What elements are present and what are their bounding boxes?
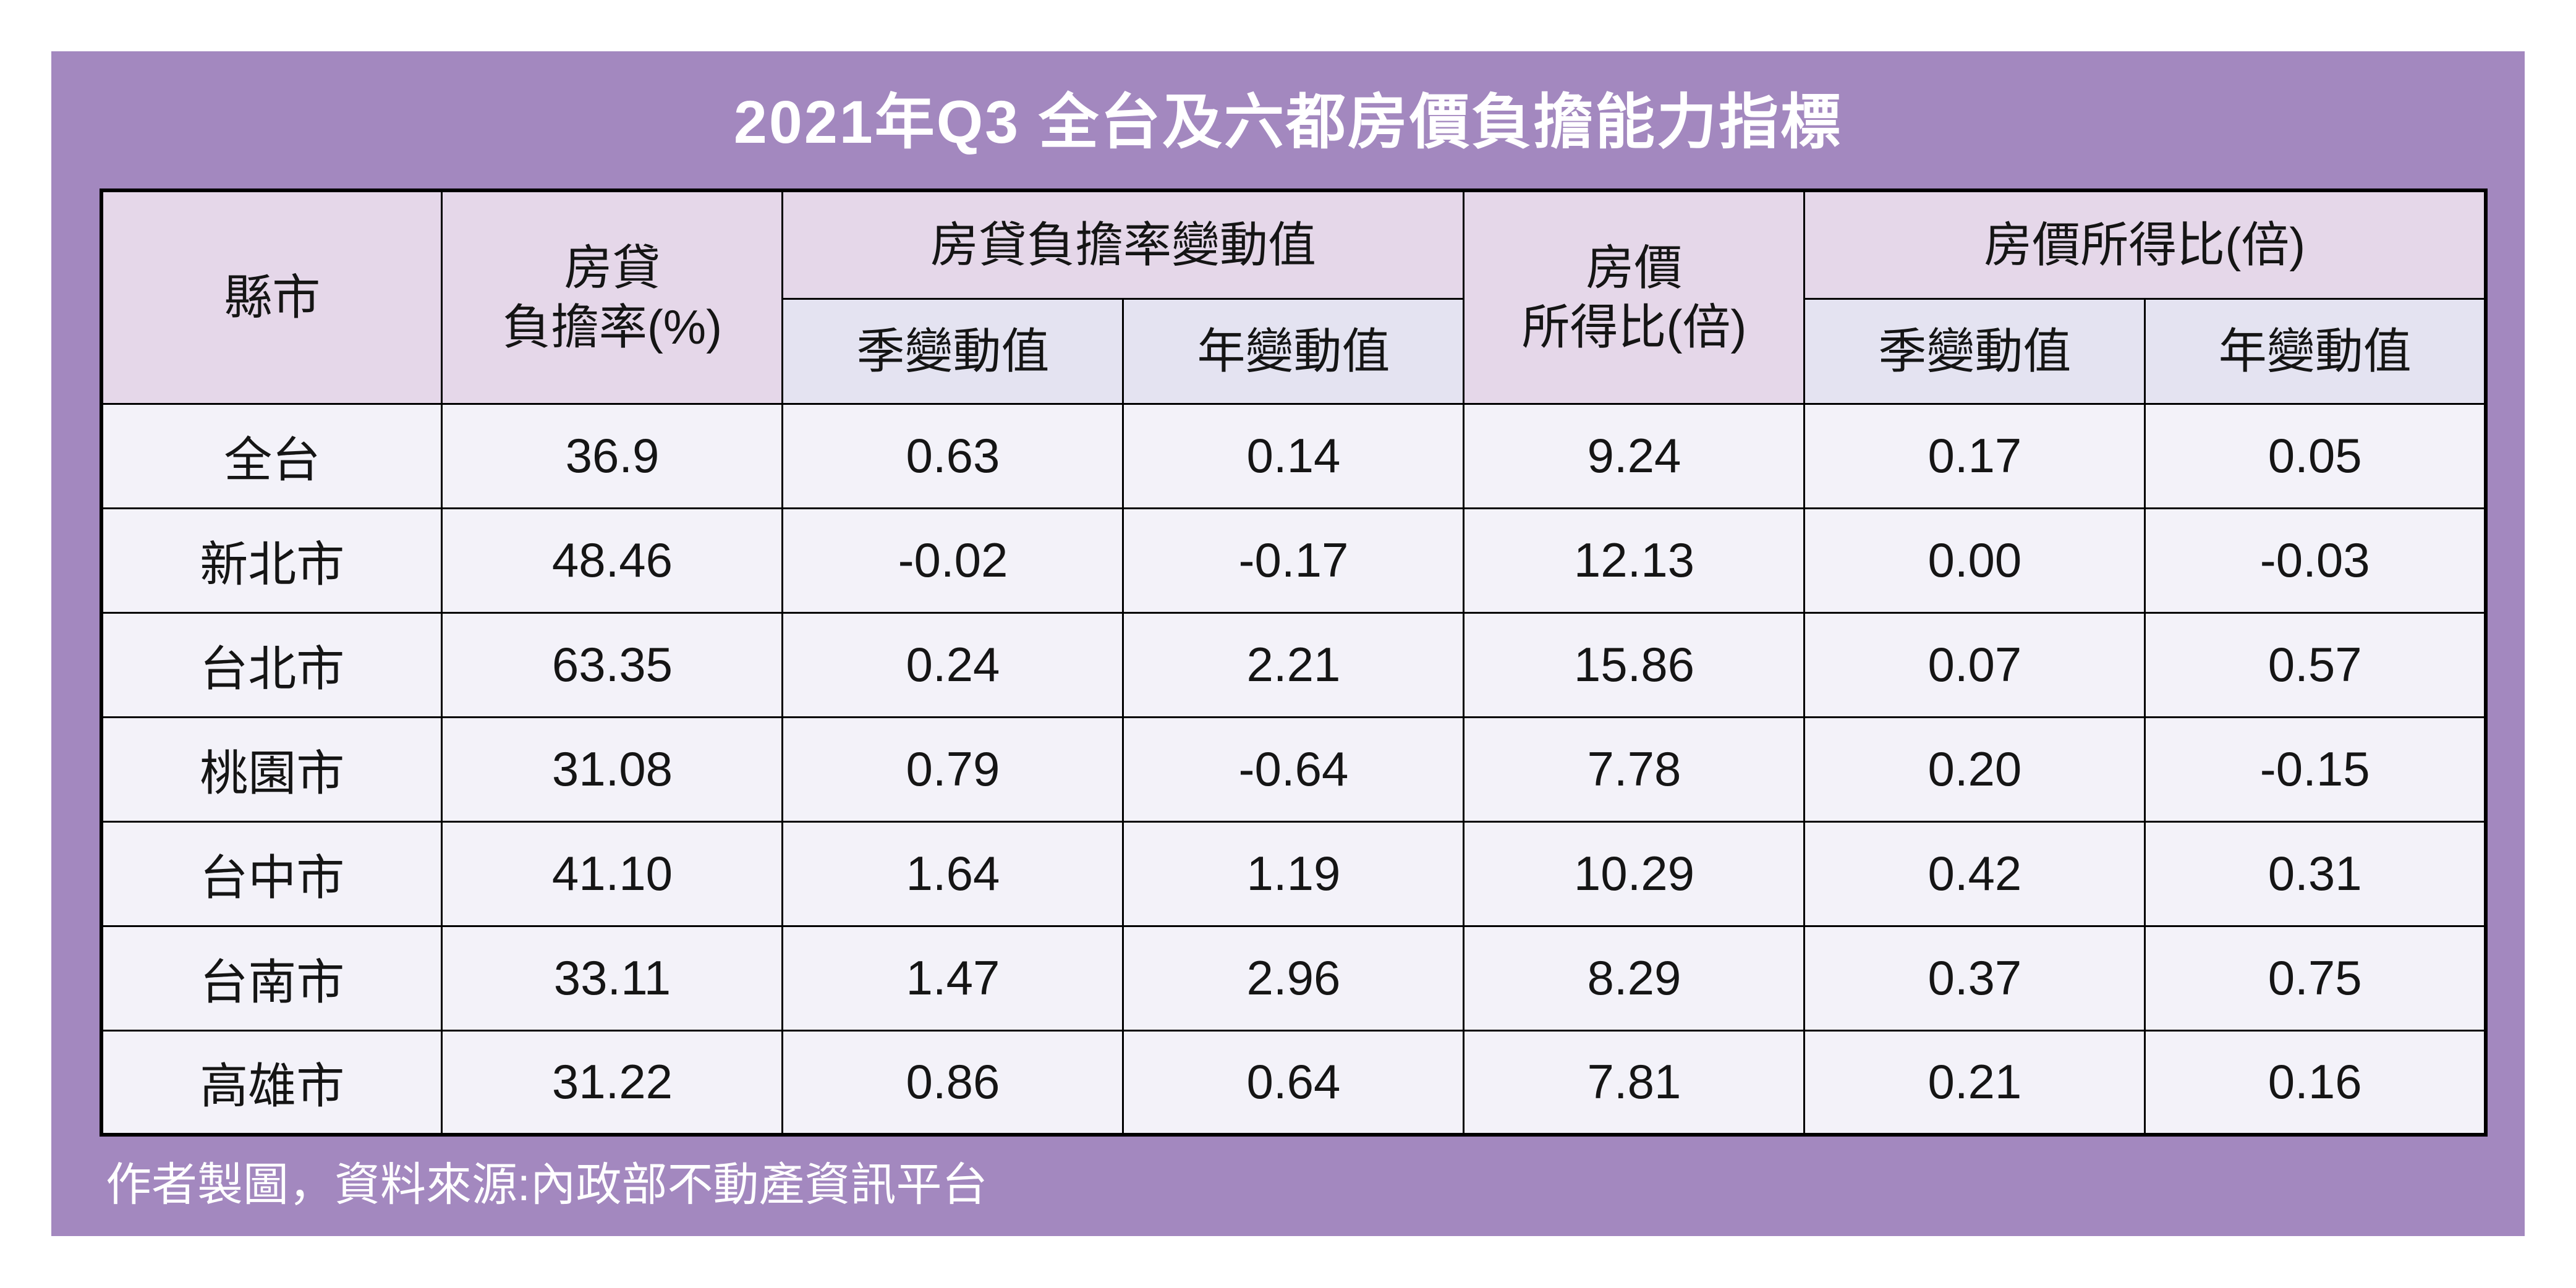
housing-affordability-table: 縣市 房貸 負擔率(%) 房貸負擔率變動值 房價 所得比(倍) 房價所得比(倍)… bbox=[100, 189, 2488, 1137]
ratio-year-change-cell: 0.75 bbox=[2144, 925, 2487, 1032]
ratio-year-change-cell: -0.15 bbox=[2144, 716, 2487, 823]
table-row-kaohsiung: 高雄市 31.22 0.86 0.64 7.81 0.21 0.16 bbox=[100, 1029, 2487, 1136]
ratio-year-change-cell: 0.31 bbox=[2144, 820, 2487, 927]
burden-quarter-change-cell: 0.24 bbox=[781, 611, 1124, 718]
infographic-frame: 2021年Q3 全台及六都房價負擔能力指標 縣市 房貸 負擔率(%) 房貸負擔率… bbox=[51, 51, 2525, 1236]
ratio-quarter-change-cell: 0.21 bbox=[1803, 1029, 2146, 1136]
burden-quarter-change-cell: 0.86 bbox=[781, 1029, 1124, 1136]
price-income-ratio-cell: 7.78 bbox=[1463, 716, 1806, 823]
source-note: 作者製圖，資料來源:內政部不動產資訊平台 bbox=[106, 1159, 988, 1210]
county-cell: 台中市 bbox=[100, 820, 443, 927]
ratio-quarter-change-cell: 0.37 bbox=[1803, 925, 2146, 1032]
col-subheader-loan-year-change: 年變動值 bbox=[1122, 297, 1465, 405]
burden-year-change-cell: 0.64 bbox=[1122, 1029, 1465, 1136]
price-income-ratio-cell: 7.81 bbox=[1463, 1029, 1806, 1136]
ratio-quarter-change-cell: 0.42 bbox=[1803, 820, 2146, 927]
ratio-quarter-change-cell: 0.00 bbox=[1803, 507, 2146, 614]
county-cell: 台南市 bbox=[100, 925, 443, 1032]
burden-rate-cell: 31.08 bbox=[441, 716, 784, 823]
price-income-ratio-cell: 8.29 bbox=[1463, 925, 1806, 1032]
table-row-tainan: 台南市 33.11 1.47 2.96 8.29 0.37 0.75 bbox=[100, 925, 2487, 1032]
price-income-ratio-cell: 10.29 bbox=[1463, 820, 1806, 927]
col-subheader-loan-quarter-change: 季變動值 bbox=[781, 297, 1124, 405]
price-income-ratio-cell: 15.86 bbox=[1463, 611, 1806, 718]
price-income-ratio-cell: 9.24 bbox=[1463, 402, 1806, 509]
burden-year-change-cell: 2.96 bbox=[1122, 925, 1465, 1032]
burden-rate-cell: 41.10 bbox=[441, 820, 784, 927]
table-row-taoyuan: 桃園市 31.08 0.79 -0.64 7.78 0.20 -0.15 bbox=[100, 716, 2487, 823]
burden-quarter-change-cell: 1.64 bbox=[781, 820, 1124, 927]
col-header-county: 縣市 bbox=[100, 189, 443, 405]
burden-rate-cell: 36.9 bbox=[441, 402, 784, 509]
col-subheader-ratio-year-change: 年變動值 bbox=[2144, 297, 2487, 405]
col-header-loan-burden: 房貸 負擔率(%) bbox=[441, 189, 784, 405]
col-subheader-ratio-quarter-change: 季變動值 bbox=[1803, 297, 2146, 405]
ratio-year-change-cell: 0.16 bbox=[2144, 1029, 2487, 1136]
col-header-price-income: 房價 所得比(倍) bbox=[1463, 189, 1806, 405]
county-cell: 全台 bbox=[100, 402, 443, 509]
table-row-taichung: 台中市 41.10 1.64 1.19 10.29 0.42 0.31 bbox=[100, 820, 2487, 927]
burden-year-change-cell: 0.14 bbox=[1122, 402, 1465, 509]
ratio-quarter-change-cell: 0.07 bbox=[1803, 611, 2146, 718]
ratio-year-change-cell: 0.05 bbox=[2144, 402, 2487, 509]
ratio-year-change-cell: 0.57 bbox=[2144, 611, 2487, 718]
burden-rate-cell: 31.22 bbox=[441, 1029, 784, 1136]
ratio-quarter-change-cell: 0.20 bbox=[1803, 716, 2146, 823]
table-row-new-taipei: 新北市 48.46 -0.02 -0.17 12.13 0.00 -0.03 bbox=[100, 507, 2487, 614]
county-cell: 桃園市 bbox=[100, 716, 443, 823]
col-header-loan-burden-line1: 房貸 bbox=[564, 240, 661, 295]
burden-quarter-change-cell: 1.47 bbox=[781, 925, 1124, 1032]
burden-year-change-cell: 2.21 bbox=[1122, 611, 1465, 718]
county-cell: 新北市 bbox=[100, 507, 443, 614]
burden-rate-cell: 33.11 bbox=[441, 925, 784, 1032]
burden-rate-cell: 63.35 bbox=[441, 611, 784, 718]
table-row-taipei: 台北市 63.35 0.24 2.21 15.86 0.07 0.57 bbox=[100, 611, 2487, 718]
price-income-ratio-cell: 12.13 bbox=[1463, 507, 1806, 614]
col-header-loan-burden-line2: 負擔率(%) bbox=[502, 300, 723, 355]
burden-year-change-cell: -0.17 bbox=[1122, 507, 1465, 614]
burden-quarter-change-cell: 0.63 bbox=[781, 402, 1124, 509]
col-header-price-income-line2: 所得比(倍) bbox=[1521, 300, 1747, 355]
table-row-national: 全台 36.9 0.63 0.14 9.24 0.17 0.05 bbox=[100, 402, 2487, 509]
county-cell: 台北市 bbox=[100, 611, 443, 718]
col-header-price-income-group: 房價所得比(倍) bbox=[1803, 189, 2487, 300]
ratio-year-change-cell: -0.03 bbox=[2144, 507, 2487, 614]
burden-year-change-cell: 1.19 bbox=[1122, 820, 1465, 927]
page-title: 2021年Q3 全台及六都房價負擔能力指標 bbox=[733, 88, 1843, 156]
col-header-price-income-line1: 房價 bbox=[1586, 240, 1683, 295]
ratio-quarter-change-cell: 0.17 bbox=[1803, 402, 2146, 509]
col-header-loan-change-group: 房貸負擔率變動值 bbox=[781, 189, 1465, 300]
burden-quarter-change-cell: -0.02 bbox=[781, 507, 1124, 614]
burden-rate-cell: 48.46 bbox=[441, 507, 784, 614]
burden-quarter-change-cell: 0.79 bbox=[781, 716, 1124, 823]
burden-year-change-cell: -0.64 bbox=[1122, 716, 1465, 823]
county-cell: 高雄市 bbox=[100, 1029, 443, 1136]
